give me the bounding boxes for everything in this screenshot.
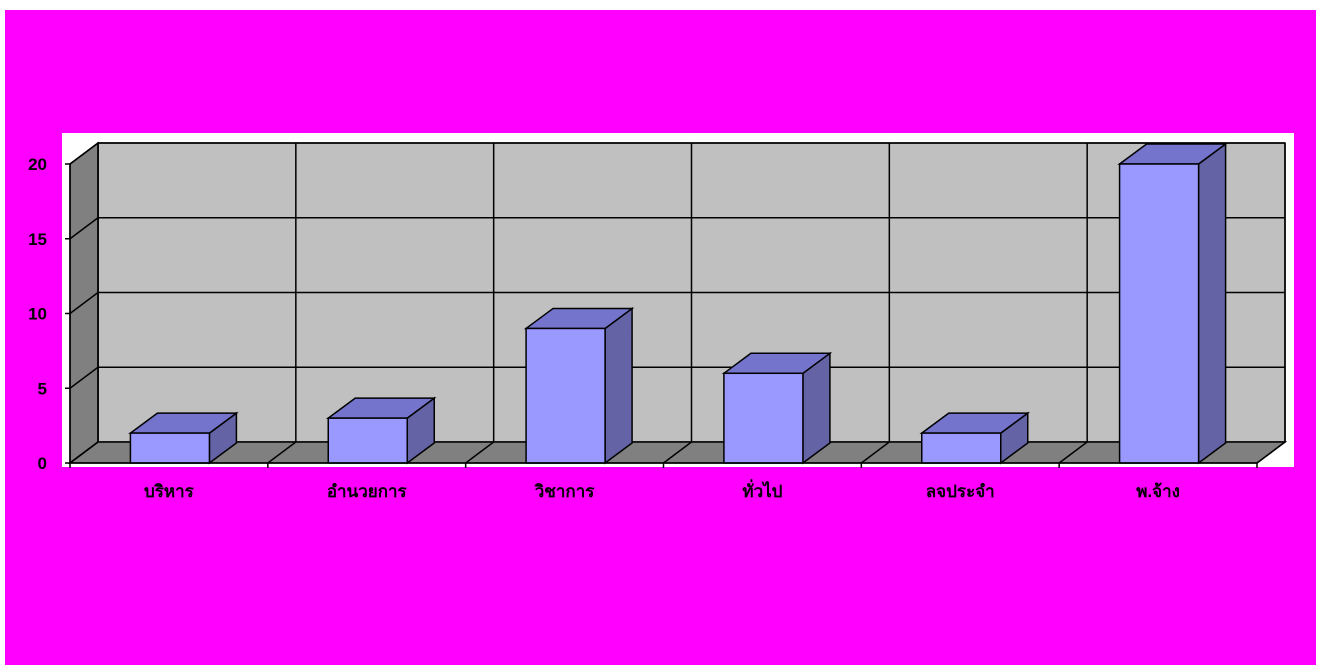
- gridline-vertical: [663, 143, 693, 464]
- gridlines: [69, 142, 1286, 464]
- y-tick-label: 15: [28, 230, 47, 249]
- x-tick-label: บริหาร: [144, 482, 195, 501]
- x-tick-label: วิชาการ: [534, 482, 595, 501]
- gridline-vertical: [1058, 143, 1088, 464]
- y-tick-label: 5: [38, 379, 47, 398]
- x-tick-label: ทั่วไป: [742, 479, 782, 501]
- bar: [721, 351, 833, 465]
- x-tick-label: พ.จ้าง: [1136, 482, 1180, 501]
- bar-side: [604, 306, 633, 465]
- bar-front: [129, 432, 211, 464]
- bar-side: [1197, 142, 1227, 465]
- bar-front: [327, 417, 408, 464]
- bar-front: [1118, 163, 1200, 464]
- bar: [1117, 142, 1228, 465]
- bar: [523, 306, 635, 465]
- y-tick-label: 10: [28, 305, 47, 324]
- x-axis-ticks: บริหาร อำนวยการ วิชาการ ทั่วไป ลจประจำ พ.จ้าง: [69, 462, 1258, 501]
- bars: [128, 142, 1228, 465]
- gridline-vertical: [860, 143, 891, 464]
- gridline-vertical: [1256, 143, 1286, 464]
- bar-front: [525, 327, 606, 464]
- gridline-vertical: [465, 143, 495, 464]
- gridline-vertical: [267, 143, 297, 464]
- y-tick-label: 0: [38, 454, 47, 473]
- bar: [919, 411, 1031, 465]
- bar: [325, 396, 437, 465]
- bar: [128, 411, 239, 465]
- bar-front: [723, 372, 804, 464]
- chart-walls: [67, 141, 1288, 465]
- x-tick-label: ลจประจำ: [926, 482, 995, 501]
- gridline-vertical: [69, 143, 99, 464]
- y-tick-label: 20: [28, 155, 47, 174]
- y-axis-ticks: 0 5 10 15 20: [28, 155, 71, 473]
- bar-front: [921, 432, 1002, 464]
- x-tick-label: อำนวยการ: [327, 482, 408, 501]
